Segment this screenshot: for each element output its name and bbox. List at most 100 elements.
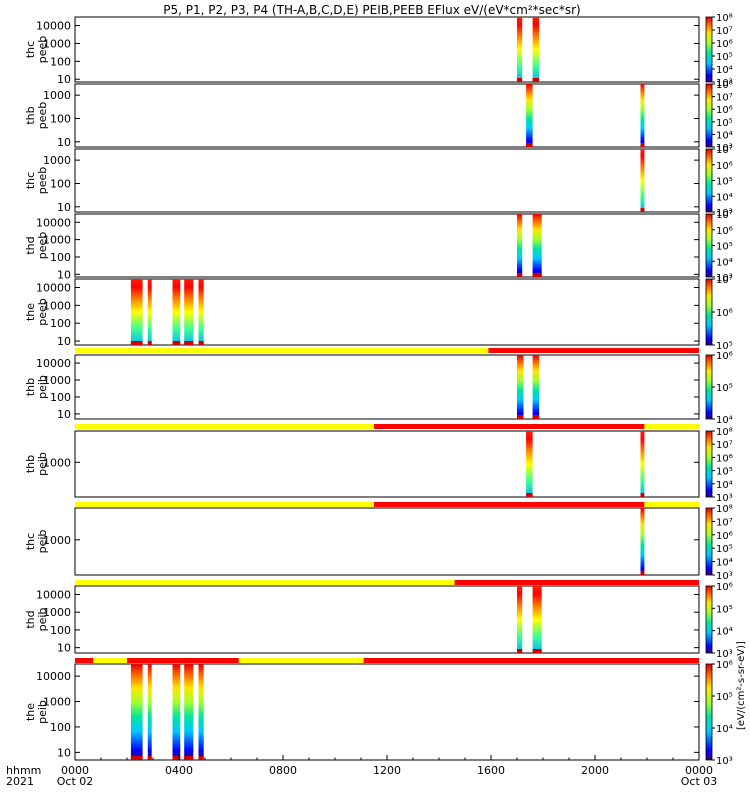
burst-block [640,149,645,212]
probe-label: thc [24,533,37,550]
y-tick-label: 10 [57,136,71,149]
burst-base [526,493,533,497]
y-tick-label: 1000 [43,154,71,167]
colorbar-tick-label: 10⁴ [716,65,733,76]
y-tick-label: 10 [57,335,71,348]
burst-block [532,17,540,82]
panel-frame [74,278,700,346]
mode-bar-segment [644,502,699,507]
burst-base [532,273,542,277]
product-label: peib [36,530,49,554]
product-label: peeb [36,232,49,260]
burst-base [147,341,152,345]
product-label: peeb [36,298,49,326]
y-tick-label: 1000 [43,606,71,619]
colorbar [705,354,713,420]
panel-1: 10 100 1000 10000 thc peeb 10³ 10⁴ 10⁵ 10⁶ 10⁷ 10⁸ [24,13,733,89]
y-tick-label: 100 [50,391,71,404]
probe-label: thd [24,236,37,254]
colorbar-tick-label: 10⁶ [716,453,733,464]
time-tick-label: 0400 [165,764,193,777]
colorbar [705,83,713,148]
y-tick-label: 1000 [43,299,71,312]
burst-block [147,279,152,345]
probe-label: the [24,703,37,721]
burst-base [532,415,540,419]
time-tick-label: 0000 [685,764,713,777]
burst-block [517,586,523,653]
product-label: peeb [36,36,49,64]
panel-3: 10 100 1000 thc peeb 10³ 10⁴ 10⁵ 10⁶ 10⁷ [24,145,733,219]
y-tick-label: 100 [50,55,71,68]
mode-bar-segment [238,658,364,663]
panel-frame [74,663,700,761]
burst-base [532,78,540,82]
panel-frame [74,430,700,498]
y-tick-label: 10 [57,746,71,759]
colorbar-tick-label: 10⁸ [716,80,733,91]
colorbar-tick-label: 10⁵ [716,544,733,555]
burst-base [640,143,645,147]
time-tick-label: 1600 [477,764,505,777]
colorbar-tick-label: 10⁶ [716,39,733,50]
colorbar-tick-label: 10⁶ [716,660,733,671]
burst-block [130,279,143,345]
y-tick-label: 1000 [43,534,71,547]
burst-base [640,208,645,212]
burst-block [532,214,542,277]
colorbar-tick-label: 10³ [716,493,733,504]
burst-base [526,143,533,147]
burst-block [640,508,645,575]
time-tick-label: 0000 [61,764,89,777]
colorbar-tick-label: 10⁵ [716,118,733,129]
colorbar-tick-label: 10⁶ [716,105,733,116]
burst-block [532,586,542,653]
colorbar-tick-label: 10⁶ [716,161,733,172]
colorbar-tick-label: 10³ [716,208,733,219]
burst-block [147,664,152,760]
colorbar-tick-label: 10⁴ [716,130,733,141]
burst-block [640,431,645,497]
y-tick-label: 10 [57,642,71,655]
burst-block [198,664,204,760]
colorbar [705,507,713,576]
burst-base [640,493,645,497]
colorbar-tick-label: 10⁶ [716,308,733,319]
colorbar-tick-label: 10⁶ [716,226,733,237]
colorbar-tick-label: 10⁷ [716,93,733,104]
y-tick-label: 100 [50,112,71,125]
y-tick-label: 10 [57,408,71,421]
colorbar-tick-label: 10⁴ [716,480,733,491]
mode-bar-segment [363,658,699,663]
time-row-label-1: hhmm [6,764,41,777]
panel-5: 10 100 1000 10000 the peeb 10⁵ 10⁶ 10⁷ [24,275,733,352]
burst-base [517,415,524,419]
colorbar-tick-label: 10⁷ [716,440,733,451]
colorbar-tick-label: 10⁴ [716,558,733,569]
y-tick-label: 10000 [36,588,71,601]
colorbar-tick-label: 10⁷ [716,517,733,528]
colorbar-tick-label: 10⁴ [716,192,733,203]
colorbar [705,148,713,213]
y-tick-label: 1000 [43,696,71,709]
colorbar-tick-label: 10⁴ [716,415,733,426]
product-label: peib [36,700,49,724]
panel-9: 10 100 1000 10000 thd peib 10³ 10⁴ 10⁵ 10⁶ [24,580,733,660]
mode-bar-segment [127,658,239,663]
y-tick-label: 10000 [36,20,71,33]
time-tick-date: Oct 02 [57,775,94,788]
time-tick-label: 1200 [373,764,401,777]
y-tick-label: 100 [50,624,71,637]
mode-bar-segment [93,658,127,663]
colorbar-tick-label: 10³ [716,756,733,767]
burst-block [517,17,523,82]
mode-bar-segment [75,502,374,507]
colorbar-tick-label: 10³ [716,649,733,660]
panel-frame [74,16,700,83]
colorbar-tick-label: 10³ [716,273,733,284]
burst-base [517,273,523,277]
product-label: peeb [36,102,49,130]
mode-bar-segment [488,348,699,353]
